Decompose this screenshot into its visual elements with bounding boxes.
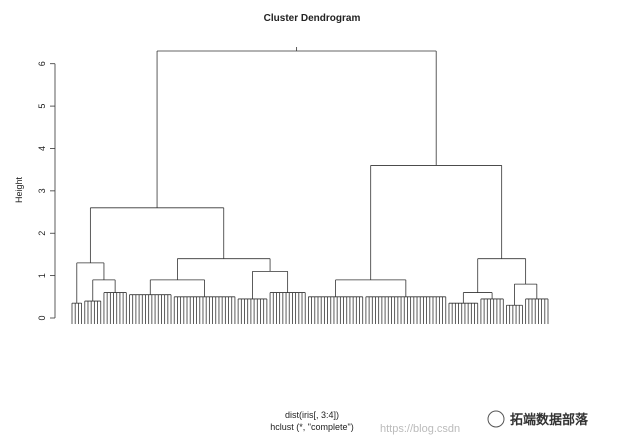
y-tick-label: 5 <box>37 104 47 109</box>
x-axis-label: dist(iris[, 3:4]) <box>285 410 339 420</box>
y-tick-label: 0 <box>37 315 47 320</box>
y-tick-label: 1 <box>37 273 47 278</box>
y-tick-label: 6 <box>37 61 47 66</box>
y-tick-label: 3 <box>37 188 47 193</box>
y-tick-label: 2 <box>37 231 47 236</box>
watermark-url: https://blog.csdn <box>380 423 460 435</box>
watermark-icon <box>487 410 505 428</box>
sub-label: hclust (*, "complete") <box>270 422 353 432</box>
chart-title: Cluster Dendrogram <box>264 13 361 24</box>
y-axis-label: Height <box>14 176 24 203</box>
watermark-brand: 拓端数据部落 <box>510 412 589 427</box>
y-tick-label: 4 <box>37 146 47 151</box>
